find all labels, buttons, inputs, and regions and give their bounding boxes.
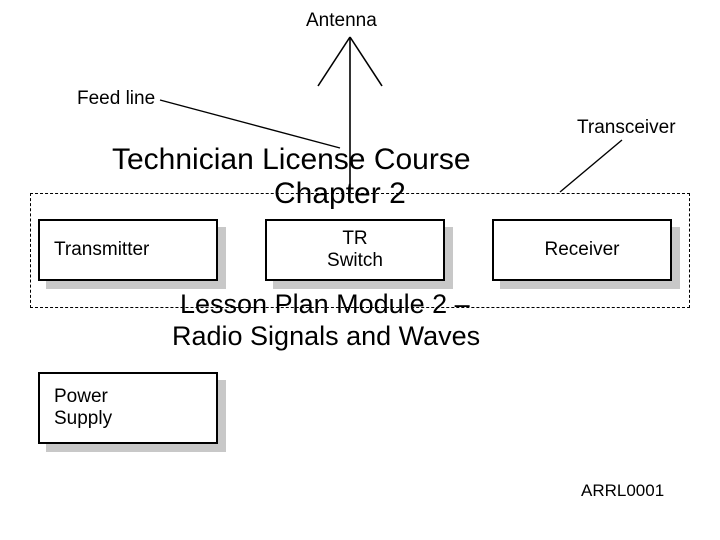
transceiver-label: Transceiver: [577, 117, 676, 139]
course-title-line1: Technician License Course: [112, 143, 471, 177]
lesson-subtitle-line2: Radio Signals and Waves: [172, 321, 480, 352]
feedline-label: Feed line: [77, 88, 155, 110]
course-title-line2: Chapter 2: [274, 177, 406, 211]
receiver-label: Receiver: [545, 239, 620, 261]
tr-switch-box: TR Switch: [265, 219, 445, 281]
transmitter-label: Transmitter: [54, 239, 149, 261]
power-supply-box: Power Supply: [38, 372, 218, 444]
power-supply-label: Power Supply: [54, 386, 112, 430]
footer-code: ARRL0001: [581, 481, 664, 501]
lesson-subtitle-line1: Lesson Plan Module 2 –: [180, 289, 470, 320]
tr-switch-label: TR Switch: [327, 228, 383, 272]
transmitter-box: Transmitter: [38, 219, 218, 281]
diagram-stage: Transmitter TR Switch Receiver Power Sup…: [0, 0, 720, 540]
receiver-box: Receiver: [492, 219, 672, 281]
antenna-label: Antenna: [306, 10, 377, 32]
